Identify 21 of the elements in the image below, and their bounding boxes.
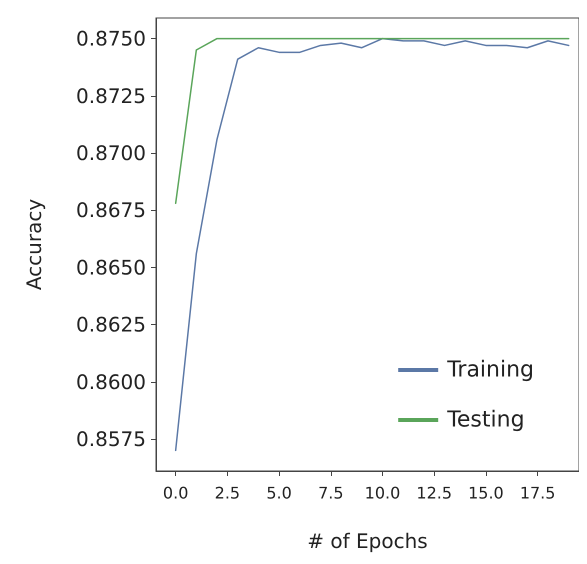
x-tick-label: 15.0 — [468, 484, 504, 502]
x-tick-label: 2.5 — [214, 484, 240, 502]
x-axis-title: # of Epochs — [307, 529, 428, 553]
legend-label: Testing — [446, 408, 525, 432]
x-tick-label: 12.5 — [416, 484, 452, 502]
x-tick-label: 0.0 — [162, 484, 188, 502]
legend-label: Training — [446, 358, 534, 382]
x-tick-label: 10.0 — [364, 484, 400, 502]
y-tick-label: 0.8625 — [76, 312, 146, 337]
y-tick-label: 0.8575 — [76, 426, 146, 451]
y-tick-label: 0.8725 — [76, 84, 146, 108]
y-tick-label: 0.8675 — [76, 198, 146, 222]
x-tick-label: 5.0 — [266, 484, 292, 502]
y-tick-label: 0.8700 — [76, 140, 146, 165]
y-tick-label: 0.8750 — [76, 26, 146, 51]
x-tick-label: 17.5 — [520, 484, 556, 502]
y-tick-label: 0.8650 — [76, 255, 146, 280]
y-axis-title: Accuracy — [22, 198, 46, 290]
y-tick-label: 0.8600 — [76, 370, 146, 394]
x-tick-label: 7.5 — [318, 484, 344, 502]
line-series — [174, 38, 570, 452]
